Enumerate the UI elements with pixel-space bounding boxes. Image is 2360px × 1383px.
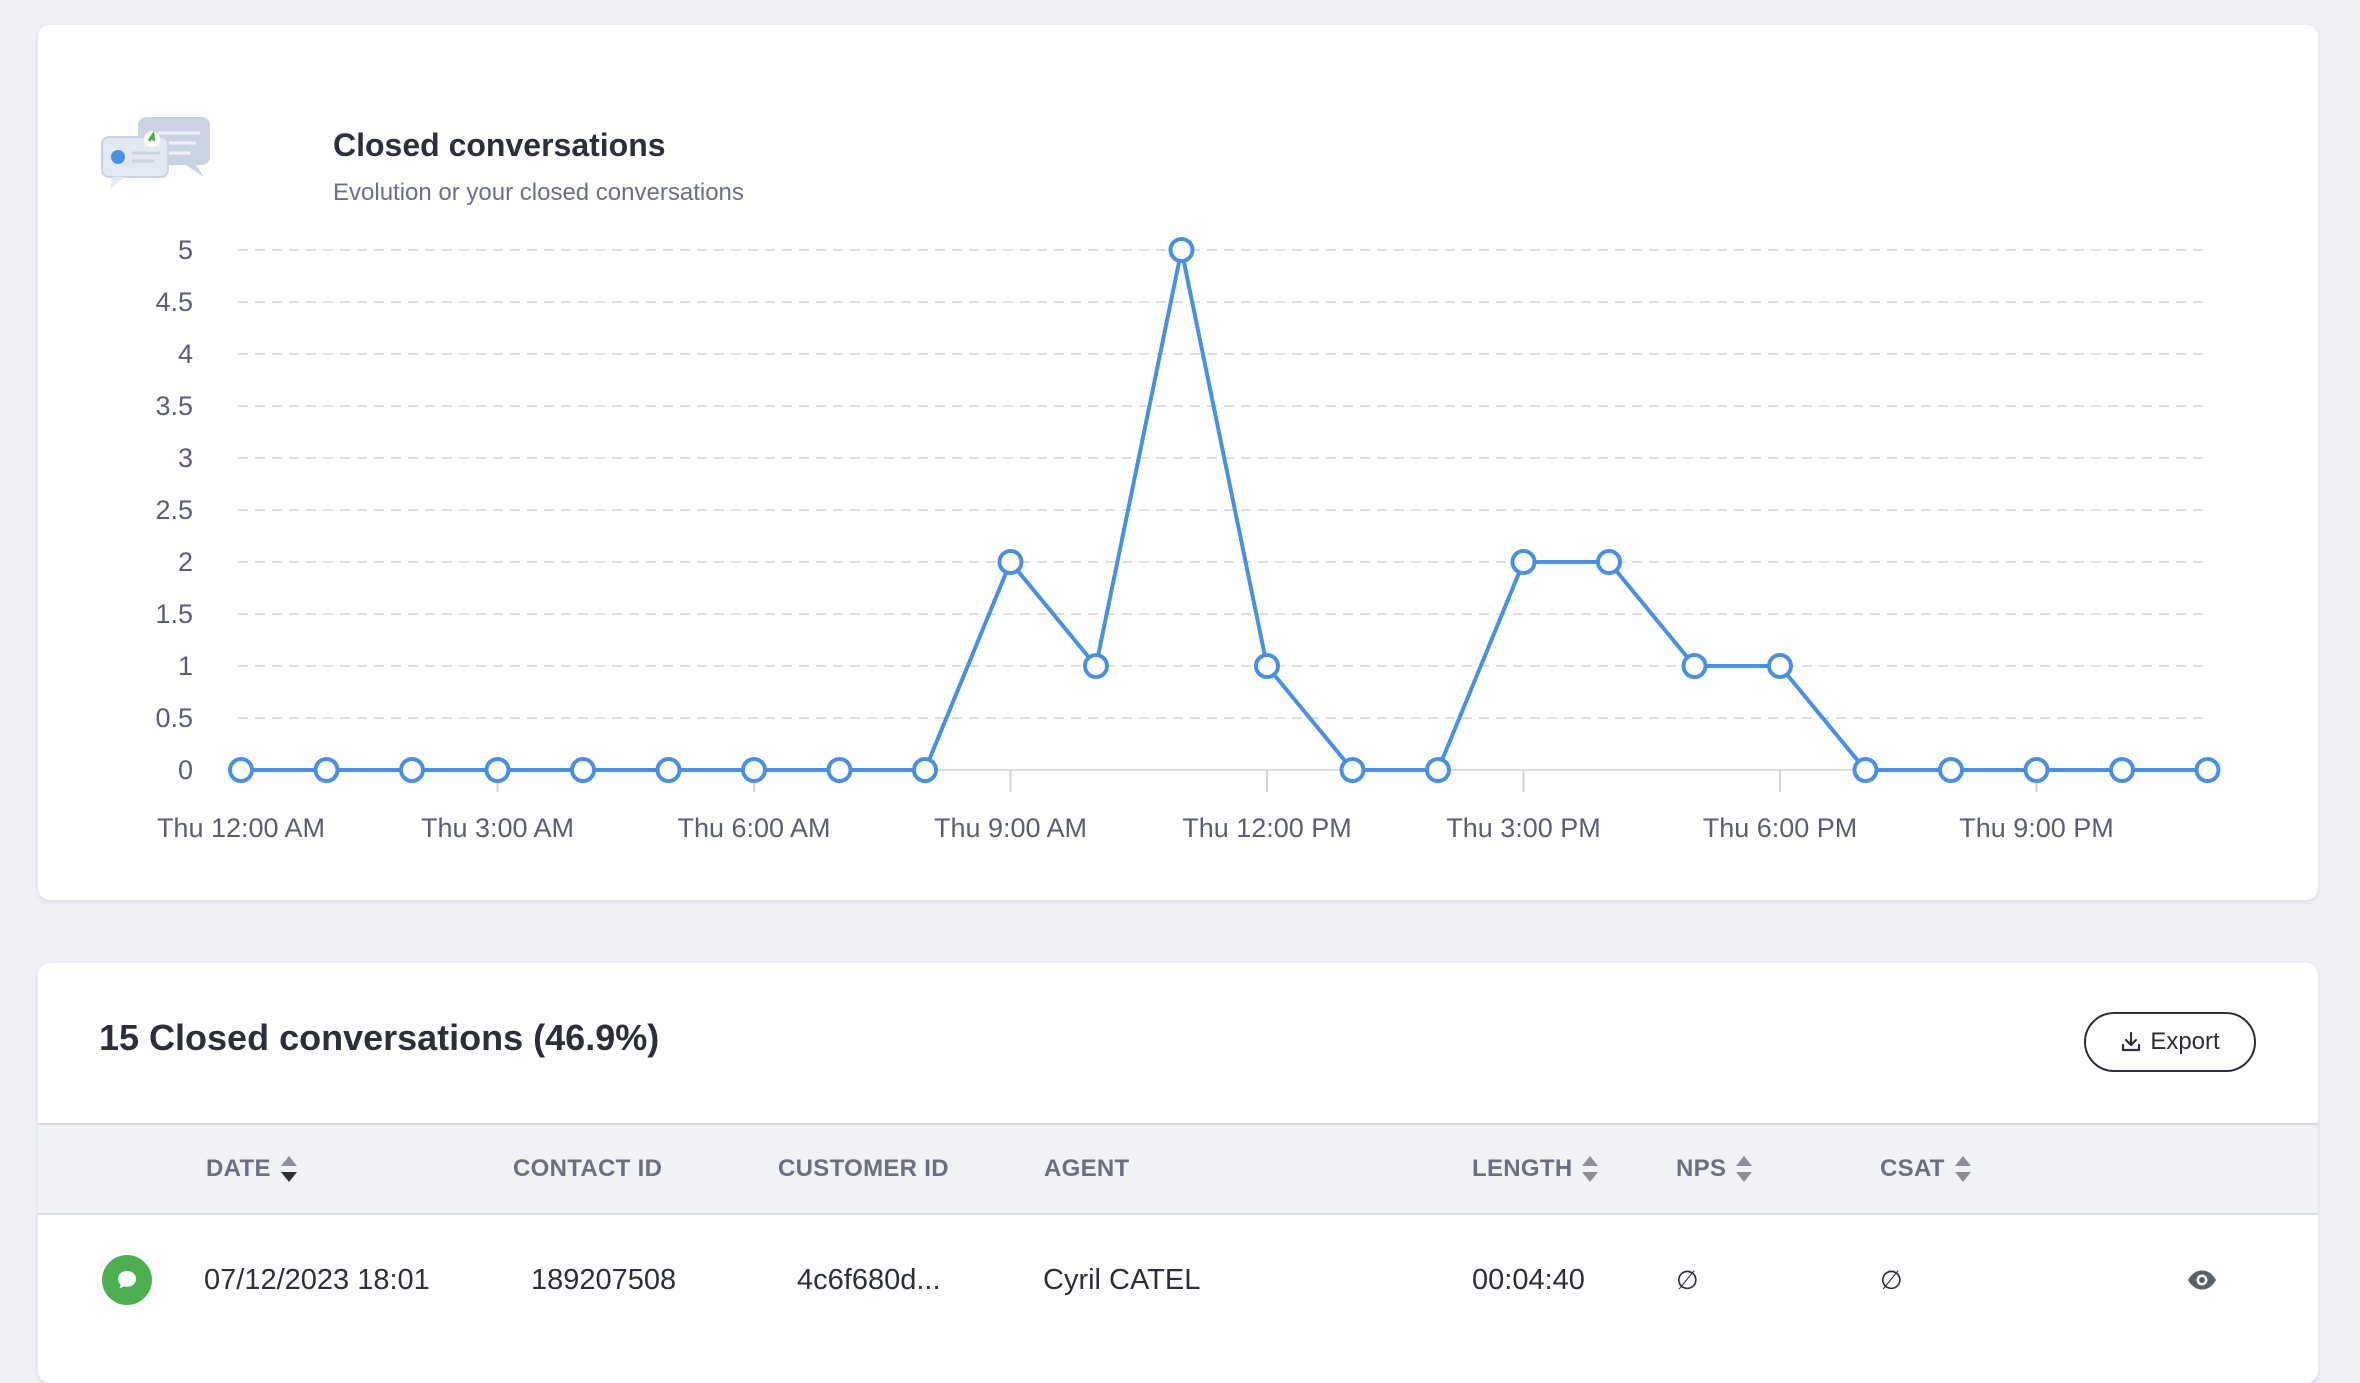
column-header-csat[interactable]: CSAT xyxy=(1880,1125,1973,1213)
data-point xyxy=(1168,237,1195,263)
column-label-nps: NPS xyxy=(1676,1155,1727,1182)
x-tick-label: Thu 6:00 PM xyxy=(1703,813,1858,843)
data-point xyxy=(1681,653,1708,679)
chat-bubble-icon xyxy=(118,1271,136,1289)
chart-header: Closed conversations Evolution or your c… xyxy=(100,105,1500,225)
chart-subtitle: Evolution or your closed conversations xyxy=(333,179,744,206)
series-line xyxy=(241,248,2208,772)
column-label-contact-id: CONTACT ID xyxy=(513,1155,663,1182)
column-label-date: DATE xyxy=(206,1155,271,1182)
data-point xyxy=(228,757,254,783)
conversation-status-badge xyxy=(102,1255,152,1305)
data-point xyxy=(826,757,853,783)
sort-icon xyxy=(1736,1156,1753,1182)
cell-length: 00:04:40 xyxy=(1472,1263,1585,1296)
data-point xyxy=(1425,757,1451,783)
sort-icon xyxy=(1954,1156,1971,1182)
data-point xyxy=(655,757,682,783)
column-header-contact-id: CONTACT ID xyxy=(513,1125,662,1213)
y-tick-label: 0.5 xyxy=(155,703,193,733)
download-icon xyxy=(2122,1031,2141,1052)
closed-conversations-line-chart: 0 0.5 1 1.5 2 2.5 3 3.5 4 4.5 5 Thu 12:00 AM Thu 3:0… xyxy=(155,235,2221,843)
data-point xyxy=(741,757,767,783)
data-point xyxy=(1254,653,1280,679)
x-tick-label: Thu 9:00 AM xyxy=(934,813,1087,843)
table-title: 15 Closed conversations (46.9%) xyxy=(99,1017,660,1058)
data-point xyxy=(997,549,1024,575)
column-label-customer-id: CUSTOMER ID xyxy=(778,1155,949,1182)
data-point xyxy=(2023,757,2050,783)
y-tick-label: 3 xyxy=(178,443,193,473)
data-point xyxy=(2194,757,2221,783)
data-point xyxy=(1510,549,1537,575)
y-tick-label: 1.5 xyxy=(155,599,193,629)
column-label-agent: AGENT xyxy=(1044,1155,1130,1182)
column-label-csat: CSAT xyxy=(1880,1155,1945,1182)
data-point xyxy=(1767,653,1793,679)
cell-csat: ∅ xyxy=(1880,1264,1903,1295)
x-tick-label: Thu 12:00 PM xyxy=(1182,813,1352,843)
chat-bubbles-icon xyxy=(101,117,210,189)
data-point xyxy=(313,757,340,783)
data-point xyxy=(2109,757,2135,783)
column-header-length[interactable]: LENGTH xyxy=(1472,1125,1600,1213)
data-point xyxy=(1938,757,1964,783)
data-point xyxy=(484,757,511,783)
column-header-customer-id: CUSTOMER ID xyxy=(778,1125,949,1213)
y-tick-label: 4 xyxy=(178,339,193,369)
x-tick-label: Thu 6:00 AM xyxy=(677,813,830,843)
data-point xyxy=(1339,757,1366,783)
table-header: DATE CONTACT ID CUSTOMER ID AGENT LENGTH… xyxy=(38,1123,2318,1215)
data-point xyxy=(1083,653,1109,679)
y-tick-label: 3.5 xyxy=(155,391,193,421)
cell-nps: ∅ xyxy=(1676,1264,1699,1295)
data-point xyxy=(1852,757,1879,783)
export-button[interactable]: Export xyxy=(2084,1012,2256,1072)
y-tick-label: 5 xyxy=(178,235,193,265)
data-point xyxy=(570,757,596,783)
data-point xyxy=(1596,549,1622,575)
column-header-date[interactable]: DATE xyxy=(206,1125,299,1213)
y-tick-label: 2 xyxy=(178,547,193,577)
table-row[interactable]: 07/12/2023 18:01 189207508 4c6f680d... C… xyxy=(38,1215,2318,1345)
cell-agent: Cyril CATEL xyxy=(1043,1263,1201,1296)
cell-contact-id: 189207508 xyxy=(531,1263,677,1296)
column-header-agent: AGENT xyxy=(1044,1125,1130,1213)
sort-icon xyxy=(1582,1156,1599,1182)
data-point xyxy=(399,757,425,783)
y-tick-label: 2.5 xyxy=(155,495,193,525)
y-tick-label: 1 xyxy=(178,651,193,681)
view-eye-icon[interactable] xyxy=(2185,1263,2219,1297)
x-tick-label: Thu 12:00 AM xyxy=(157,813,325,843)
export-button-label: Export xyxy=(2150,1028,2220,1055)
x-tick-label: Thu 3:00 AM xyxy=(421,813,574,843)
cell-customer-id: 4c6f680d... xyxy=(797,1263,941,1296)
chart-title: Closed conversations xyxy=(333,127,666,163)
closed-conversations-table-card: 15 Closed conversations (46.9%) Export D… xyxy=(38,963,2318,1383)
data-point xyxy=(912,757,938,783)
column-header-nps[interactable]: NPS xyxy=(1676,1125,1754,1213)
y-tick-label: 0 xyxy=(178,755,193,785)
column-label-length: LENGTH xyxy=(1472,1155,1573,1182)
x-tick-label: Thu 3:00 PM xyxy=(1446,813,1601,843)
x-tick-label: Thu 9:00 PM xyxy=(1959,813,2114,843)
sort-desc-icon xyxy=(280,1156,297,1182)
y-tick-label: 4.5 xyxy=(155,287,193,317)
cell-date: 07/12/2023 18:01 xyxy=(204,1263,430,1296)
chart-card: Closed conversations Evolution or your c… xyxy=(38,25,2318,900)
